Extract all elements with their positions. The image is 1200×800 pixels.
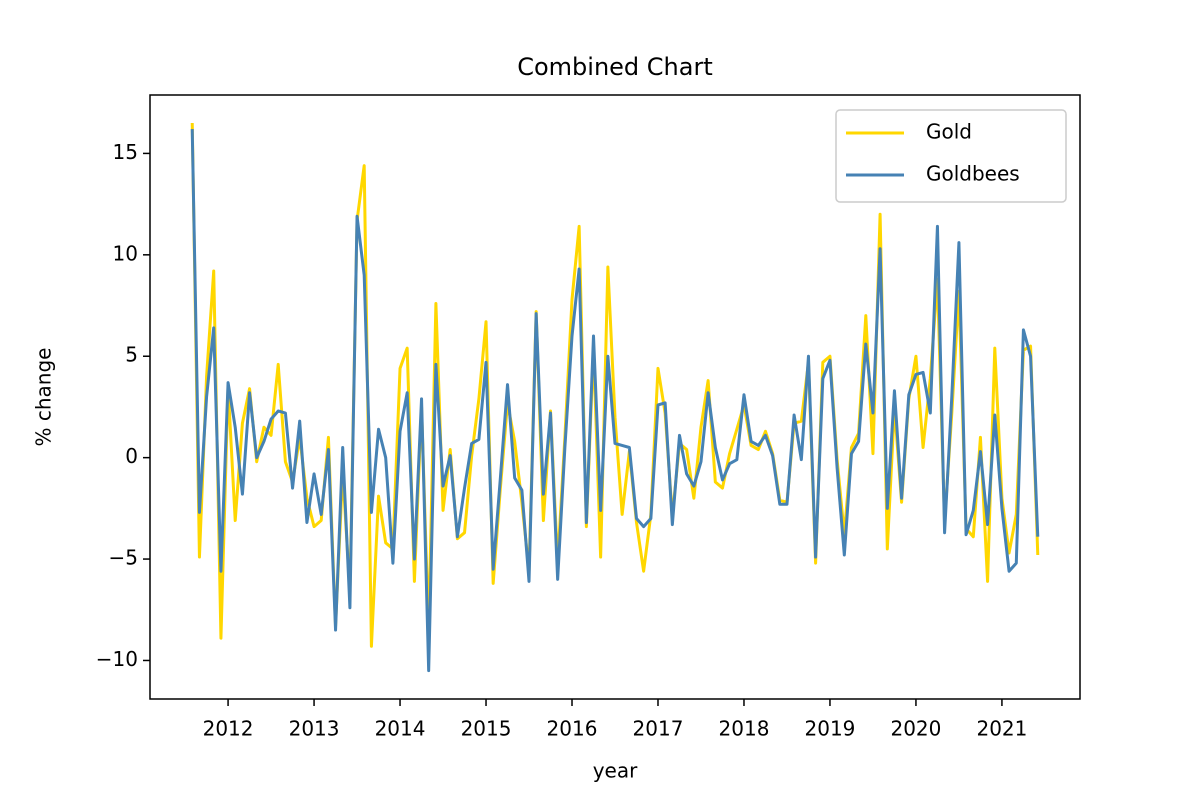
y-tick-label: −10 [96,647,138,671]
y-tick-label: 15 [113,140,138,164]
legend-label: Gold [926,120,972,144]
x-axis-label: year [593,759,638,783]
x-tick-label: 2013 [289,717,340,741]
x-tick-label: 2015 [461,717,512,741]
x-tick-label: 2019 [805,717,856,741]
x-tick-label: 2016 [547,717,598,741]
x-tick-label: 2020 [890,717,941,741]
y-tick-label: 0 [125,444,138,468]
y-axis-label: % change [32,348,56,447]
x-tick-label: 2012 [203,717,254,741]
series-line [190,129,1040,673]
axes-frame [149,94,1081,700]
x-tick-label: 2017 [633,717,684,741]
y-tick-label: 10 [113,241,138,265]
y-tick-label: 5 [125,343,138,367]
chart-title: Combined Chart [517,53,713,81]
x-tick-label: 2014 [375,717,426,741]
legend-label: Goldbees [926,162,1020,186]
x-tick-label: 2021 [976,717,1027,741]
y-tick-label: −5 [109,546,138,570]
x-tick-label: 2018 [719,717,770,741]
